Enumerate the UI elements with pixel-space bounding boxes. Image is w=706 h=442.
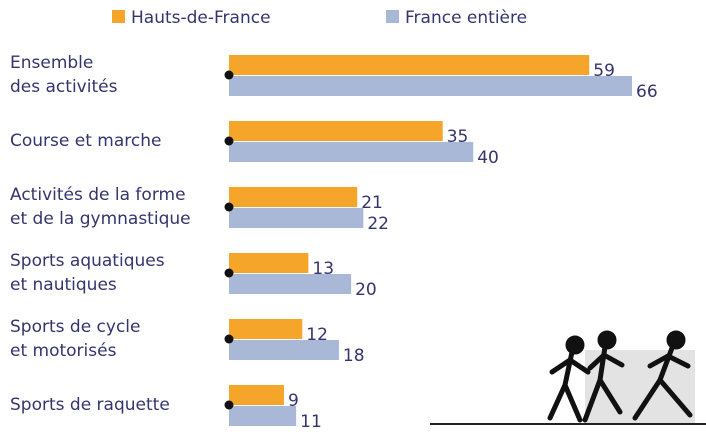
category-label: Course et marche (10, 131, 161, 151)
bar-origin-dot (224, 136, 234, 146)
bar (229, 55, 590, 75)
bar (229, 208, 364, 228)
category-label: Activités de la forme (10, 185, 186, 205)
category-label: Ensemble (10, 53, 93, 73)
bar (229, 253, 309, 273)
value-label: 40 (477, 148, 499, 168)
value-label: 66 (636, 82, 658, 102)
bar-origin-dot (224, 202, 234, 212)
bar (229, 274, 352, 294)
value-label: 22 (367, 214, 389, 234)
category-label: des activités (10, 77, 118, 97)
illustration (430, 330, 706, 425)
bar-origin-dot (224, 268, 234, 278)
bar (229, 76, 632, 96)
bar (229, 319, 303, 339)
value-label: 21 (361, 193, 383, 213)
bar-origin-dot (224, 400, 234, 410)
legend-label: Hauts-de-France (131, 8, 271, 28)
bar (229, 142, 474, 162)
category-label: Sports de raquette (10, 395, 170, 415)
bar-origin-dot (224, 334, 234, 344)
category-label: Sports de cycle (10, 317, 141, 337)
bar (229, 187, 358, 207)
value-label: 20 (355, 280, 377, 300)
bar-origin-dot (224, 70, 234, 80)
bar (229, 406, 297, 426)
value-label: 11 (300, 412, 322, 432)
legend-label: France entière (405, 8, 527, 28)
category-label: et nautiques (10, 275, 117, 295)
value-label: 9 (288, 391, 299, 411)
legend-swatch (112, 10, 125, 23)
value-label: 18 (343, 346, 365, 366)
bar (229, 121, 443, 141)
category-label: Sports aquatiques (10, 251, 165, 271)
category-label: et motorisés (10, 341, 117, 361)
bar (229, 340, 339, 360)
bar (229, 385, 284, 405)
legend-swatch (386, 10, 399, 23)
category-label: et de la gymnastique (10, 209, 191, 229)
